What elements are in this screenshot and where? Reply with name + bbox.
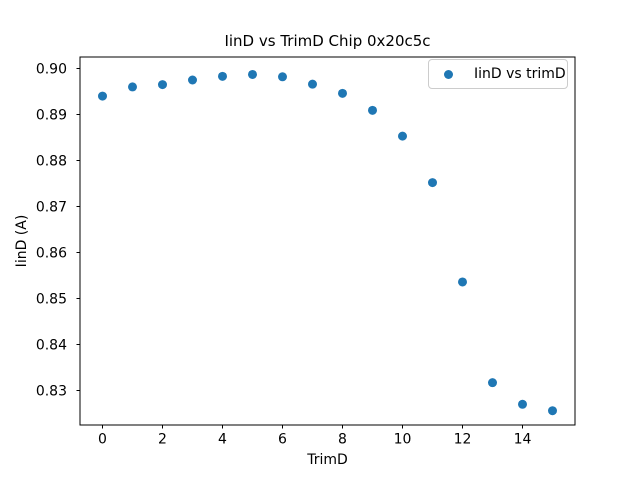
y-tick-label: 0.90 <box>36 62 67 78</box>
x-tick-label: 6 <box>278 432 287 448</box>
y-tick-label: 0.86 <box>36 246 67 262</box>
data-point <box>488 378 497 388</box>
data-point <box>338 88 347 98</box>
x-tick-label: 14 <box>514 432 532 448</box>
data-point <box>458 277 467 287</box>
y-axis-label: IinD (A) <box>14 214 30 268</box>
data-point <box>188 75 197 85</box>
data-point <box>248 69 257 79</box>
x-tick-label: 10 <box>394 432 412 448</box>
legend-label: IinD vs trimD <box>474 66 566 82</box>
x-tick-label: 12 <box>454 432 472 448</box>
y-tick-label: 0.84 <box>36 338 67 354</box>
data-point <box>518 399 527 409</box>
data-point <box>158 80 167 90</box>
data-point <box>278 72 287 82</box>
data-point <box>428 178 437 188</box>
x-tick-label: 2 <box>158 432 167 448</box>
y-tick-label: 0.88 <box>36 154 67 170</box>
y-tick-label: 0.85 <box>36 292 67 308</box>
data-point <box>98 91 107 101</box>
data-point <box>368 105 377 115</box>
x-tick-label: 4 <box>218 432 227 448</box>
data-point <box>128 82 137 92</box>
data-point <box>548 406 557 416</box>
legend: IinD vs trimD <box>428 59 568 89</box>
y-tick-label: 0.89 <box>36 108 67 124</box>
y-tick-label: 0.83 <box>36 384 67 400</box>
chart-title: IinD vs TrimD Chip 0x20c5c <box>224 32 431 50</box>
x-tick-label: 0 <box>98 432 107 448</box>
legend-marker-icon <box>444 69 453 79</box>
data-point <box>218 71 227 81</box>
x-tick-label: 8 <box>338 432 347 448</box>
data-point <box>398 131 407 141</box>
axes-frame <box>79 56 576 426</box>
data-point <box>308 79 317 89</box>
y-tick-label: 0.87 <box>36 200 67 216</box>
x-axis-label: TrimD <box>307 452 348 468</box>
